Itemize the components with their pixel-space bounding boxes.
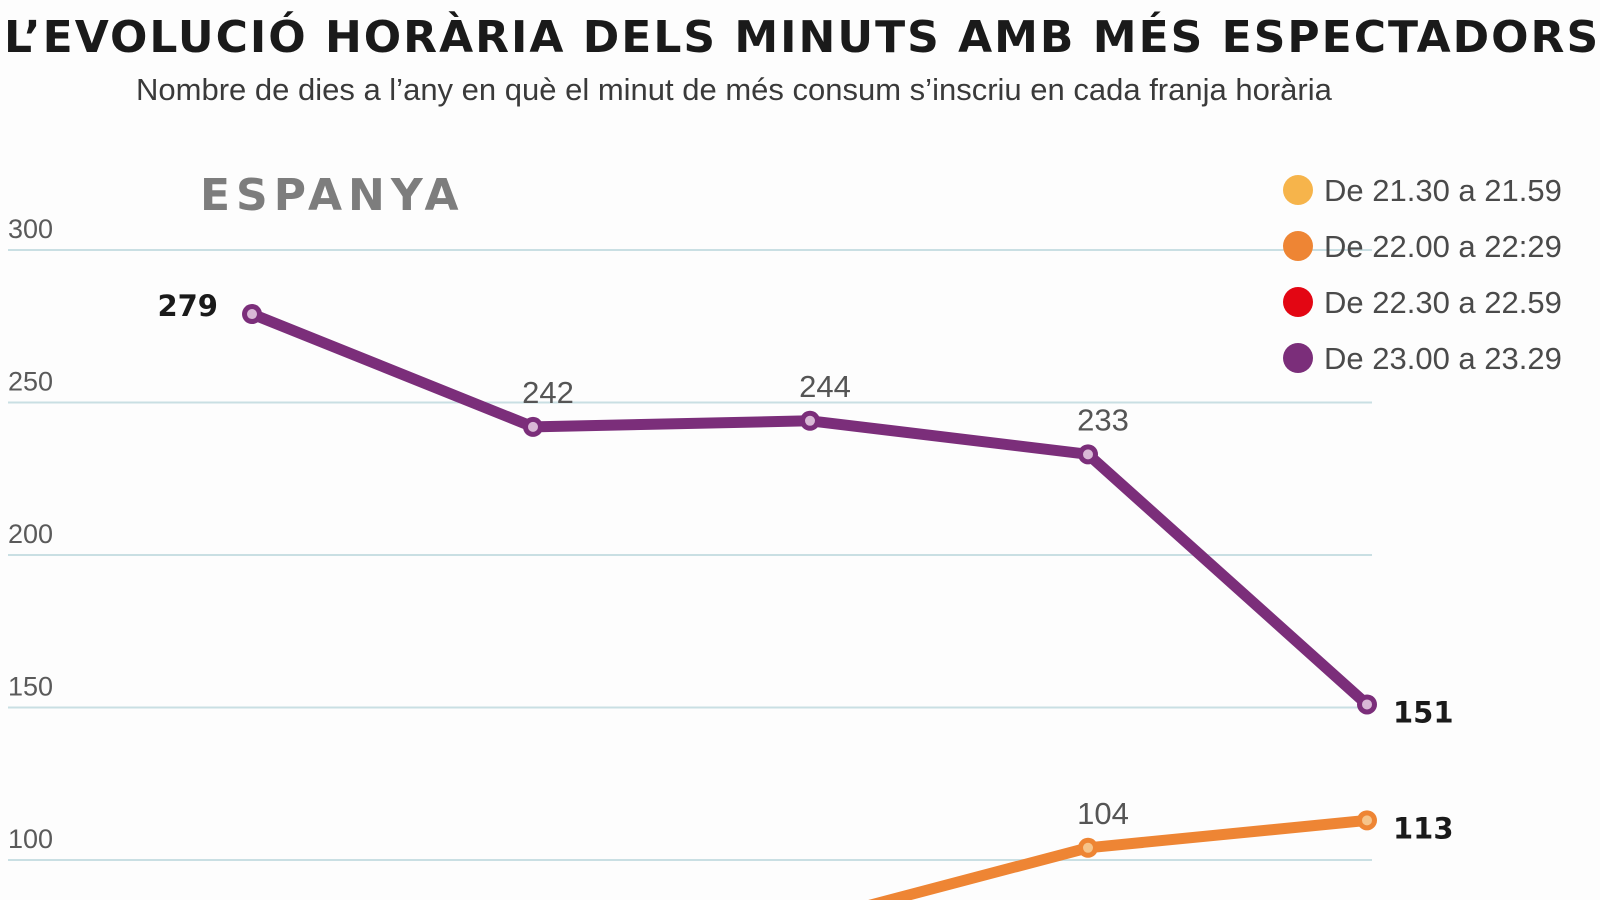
- y-tick-label-100: 100: [8, 824, 53, 854]
- series-3: 279 242 244 233 151: [157, 289, 1453, 729]
- y-tick-label-250: 250: [8, 367, 53, 397]
- series-point-core-3-1: [528, 421, 538, 432]
- legend-swatch-2: [1283, 287, 1313, 317]
- data-label-3-4: 151: [1393, 695, 1454, 729]
- legend-label-3: De 23.00 a 23.29: [1324, 341, 1562, 376]
- series-point-core-3-3: [1083, 449, 1093, 460]
- region-label: ESPANYA: [200, 170, 465, 221]
- series-point-core-3-4: [1362, 699, 1372, 710]
- y-tick-label-150: 150: [8, 672, 53, 702]
- data-label-3-3: 233: [1077, 402, 1129, 437]
- series-1: 104 113: [868, 796, 1454, 900]
- legend-swatch-3: [1283, 343, 1313, 373]
- series-point-core-3-0: [247, 309, 257, 320]
- y-tick-label-300: 300: [8, 214, 53, 244]
- y-axis: 300 250 200 150 100: [8, 214, 53, 854]
- chart-title: L’EVOLUCIÓ HORÀRIA DELS MINUTS AMB MÉS E…: [4, 10, 1600, 63]
- legend-swatch-0: [1283, 175, 1313, 205]
- series-point-core-1-3: [1083, 842, 1093, 853]
- data-label-3-1: 242: [522, 375, 574, 410]
- legend: De 21.30 a 21.59 De 22.00 a 22:29 De 22.30…: [1283, 173, 1562, 376]
- data-label-3-2: 244: [799, 369, 851, 404]
- data-label-1-3: 104: [1077, 796, 1129, 831]
- legend-label-0: De 21.30 a 21.59: [1324, 173, 1562, 208]
- data-label-3-0: 279: [157, 289, 218, 323]
- legend-swatch-1: [1283, 231, 1313, 261]
- legend-label-1: De 22.00 a 22:29: [1324, 229, 1562, 264]
- series-point-core-3-2: [805, 415, 815, 426]
- legend-label-2: De 22.30 a 22.59: [1324, 285, 1562, 320]
- chart-subtitle: Nombre de dies a l’any en què el minut d…: [136, 72, 1333, 107]
- series-point-core-1-4: [1362, 815, 1372, 826]
- y-tick-label-200: 200: [8, 519, 53, 549]
- plot-area: 104 113 279 242 244 233 151: [157, 289, 1454, 900]
- gridlines: [8, 249, 1372, 861]
- data-label-1-4: 113: [1393, 811, 1454, 845]
